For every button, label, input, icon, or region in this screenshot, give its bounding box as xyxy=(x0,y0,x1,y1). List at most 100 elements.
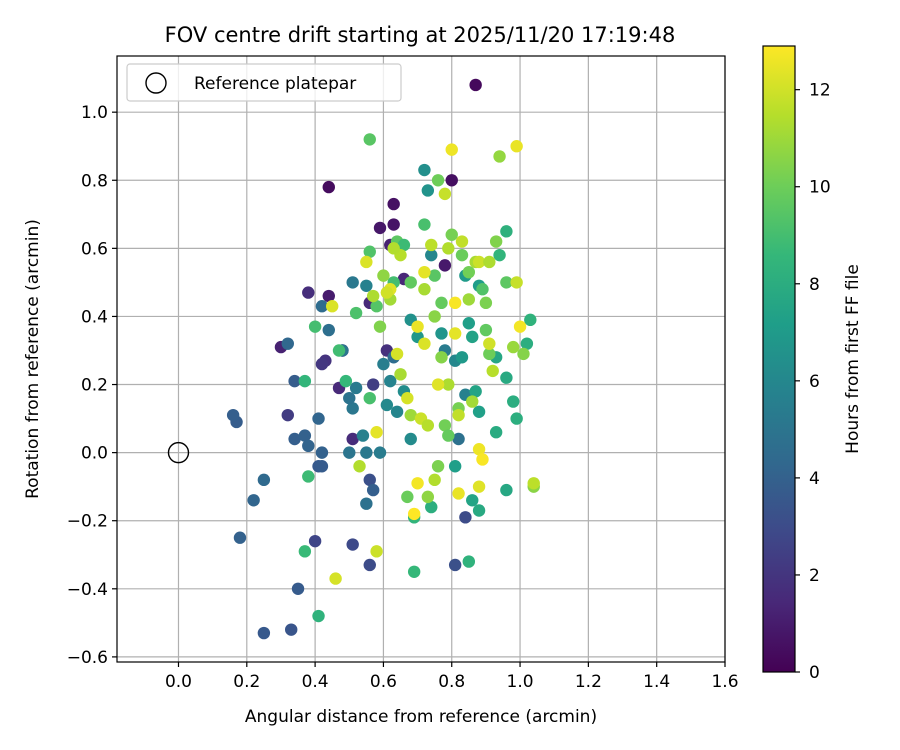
data-point xyxy=(315,460,329,473)
data-point xyxy=(257,626,271,640)
colorbar-gradient xyxy=(763,46,795,672)
data-point xyxy=(404,408,417,422)
data-point xyxy=(510,276,523,289)
data-point xyxy=(489,235,503,248)
colorbar-tick-label: 10 xyxy=(809,178,831,198)
data-point xyxy=(448,460,462,473)
data-point xyxy=(285,623,298,636)
data-point xyxy=(325,300,339,313)
data-point xyxy=(322,289,335,303)
data-point xyxy=(387,218,400,231)
colorbar-tick-label: 6 xyxy=(809,372,820,392)
data-point xyxy=(448,558,462,572)
data-point xyxy=(438,187,452,201)
y-tick-label: 0.8 xyxy=(81,171,108,191)
data-point xyxy=(363,391,376,405)
data-point xyxy=(489,425,503,439)
data-point xyxy=(524,313,537,327)
data-point xyxy=(407,507,421,521)
data-point xyxy=(384,374,397,388)
data-point xyxy=(418,265,431,279)
data-point xyxy=(346,276,359,289)
data-point xyxy=(476,453,489,466)
data-point xyxy=(462,293,476,306)
data-point xyxy=(308,534,322,548)
y-tick-label: −0.4 xyxy=(67,580,108,600)
data-point xyxy=(438,419,452,432)
data-point xyxy=(500,483,513,497)
data-point xyxy=(281,337,294,350)
colorbar-frame xyxy=(762,45,796,673)
y-tick-label: 0.4 xyxy=(81,307,108,327)
data-point xyxy=(387,242,400,255)
data-point xyxy=(411,320,424,333)
data-point xyxy=(421,419,435,432)
data-point xyxy=(469,385,482,398)
data-point xyxy=(397,238,411,252)
colorbar-tick-label: 8 xyxy=(809,275,820,295)
data-point xyxy=(363,245,376,258)
data-point xyxy=(373,446,387,459)
data-point xyxy=(360,446,373,459)
data-point xyxy=(380,286,394,299)
data-point xyxy=(500,371,513,384)
data-point xyxy=(455,235,469,248)
data-point xyxy=(442,242,455,255)
data-point xyxy=(353,460,366,473)
data-point xyxy=(431,460,445,473)
data-point xyxy=(298,429,312,442)
data-point xyxy=(370,545,383,558)
data-point xyxy=(257,473,271,487)
data-point xyxy=(466,395,479,408)
y-tick-label: −0.6 xyxy=(67,648,108,668)
data-point xyxy=(472,504,486,517)
legend-label: Reference platepar xyxy=(194,74,356,94)
plot-frame xyxy=(116,55,726,663)
data-point xyxy=(281,408,294,422)
data-point xyxy=(394,368,407,381)
data-point xyxy=(520,337,534,350)
reference-platepar-point xyxy=(167,441,190,464)
data-point xyxy=(370,425,383,439)
data-point xyxy=(418,283,431,296)
x-tick-label: 0.8 xyxy=(438,672,465,692)
data-point xyxy=(370,300,383,313)
chart-title: FOV centre drift starting at 2025/11/20 … xyxy=(165,23,676,47)
y-axis-label: Rotation from reference (arcmin) xyxy=(23,219,43,499)
data-point xyxy=(360,279,373,293)
data-point xyxy=(431,174,445,187)
data-point xyxy=(527,477,540,490)
x-tick-label: 1.4 xyxy=(643,672,670,692)
data-point xyxy=(363,133,376,146)
x-tick-label: 0.6 xyxy=(370,672,397,692)
data-point xyxy=(452,487,465,500)
data-point xyxy=(431,378,445,391)
data-point xyxy=(315,446,329,459)
y-tick-label: 0.6 xyxy=(81,239,108,259)
x-axis-label: Angular distance from reference (arcmin) xyxy=(245,707,597,727)
data-point xyxy=(483,255,496,269)
data-point xyxy=(360,497,373,510)
x-tick-label: 0.0 xyxy=(165,672,192,692)
data-point xyxy=(435,351,448,364)
y-tick-label: 0.2 xyxy=(81,376,108,396)
data-point xyxy=(418,337,431,350)
x-tick-label: 0.2 xyxy=(233,672,260,692)
data-point xyxy=(462,555,476,568)
data-point xyxy=(462,265,476,279)
data-point xyxy=(346,538,359,551)
data-point xyxy=(466,330,479,344)
data-point xyxy=(479,296,493,310)
data-point xyxy=(462,317,476,330)
data-point xyxy=(346,402,359,415)
data-point xyxy=(366,289,380,303)
legend: Reference platepar xyxy=(126,63,402,102)
data-point xyxy=(483,337,496,350)
colorbar-label: Hours from first FF file xyxy=(843,264,863,454)
data-point xyxy=(343,391,356,405)
data-point xyxy=(421,184,435,197)
y-axis-ticks: −0.6 −0.4 −0.2 0.0 0.2 0.4 0.6 0.8 1.0 xyxy=(67,103,117,668)
data-point xyxy=(438,259,452,272)
